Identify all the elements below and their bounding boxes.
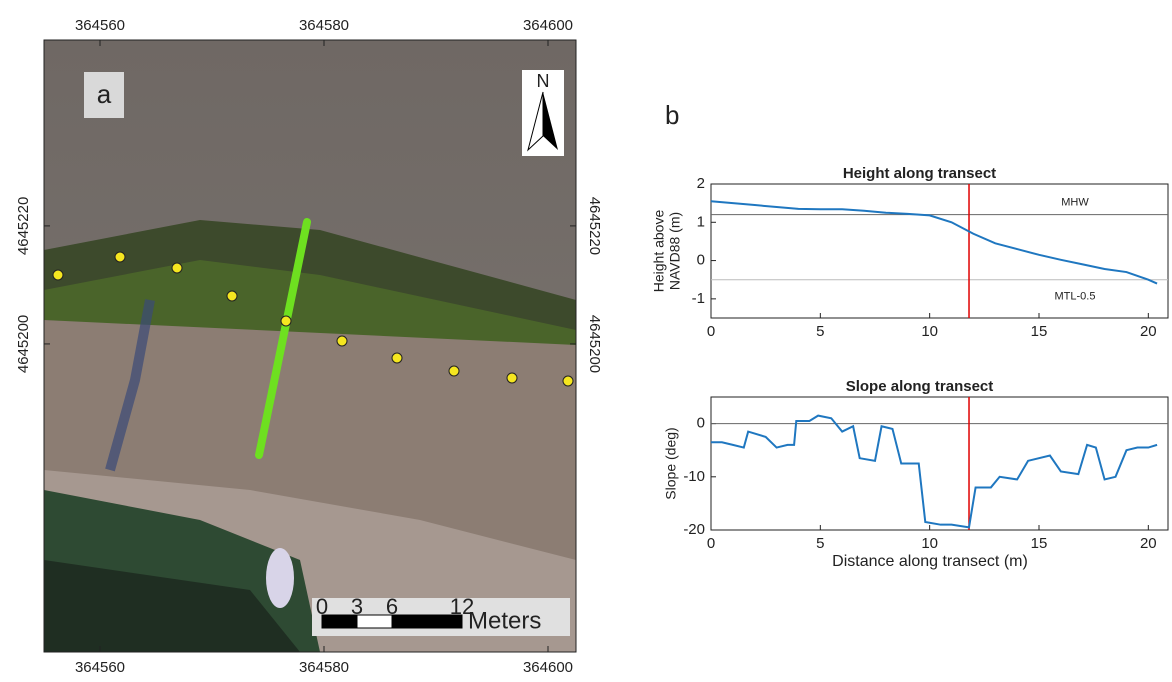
x-tick-label: 20 — [1140, 535, 1157, 552]
x-tick-label: 364580 — [299, 659, 349, 676]
data-line — [711, 414, 1158, 529]
y-tick-label: 0 — [697, 415, 705, 432]
x-tick-label: 364560 — [75, 659, 125, 676]
reference-label: MHW — [1061, 197, 1089, 209]
data-line — [710, 200, 1158, 285]
x-tick-label: 15 — [1031, 535, 1048, 552]
x-tick-label: 10 — [921, 535, 938, 552]
x-tick-label: 20 — [1140, 323, 1157, 340]
y-tick-label: -1 — [692, 290, 705, 307]
x-tick-label: 5 — [816, 323, 824, 340]
map-label-box — [84, 72, 124, 118]
scale-segment — [391, 614, 463, 629]
north-arrow — [543, 92, 558, 150]
scale-label: 0 — [316, 594, 328, 619]
plot-area — [710, 183, 1169, 319]
x-tick-label: 364560 — [75, 17, 125, 34]
map-image — [44, 40, 576, 652]
scale-label: 12 — [450, 594, 474, 619]
x-axis-label: Distance along transect (m) — [832, 553, 1028, 570]
y-tick-label: 4645220 — [15, 197, 32, 255]
y-tick-label: 4645200 — [15, 315, 32, 373]
x-tick-label: 10 — [921, 323, 938, 340]
y-tick-label: 0 — [697, 252, 705, 269]
x-tick-label: 364580 — [299, 17, 349, 34]
y-axis-label: NAVD88 (m) — [667, 212, 683, 290]
y-tick-label: 1 — [697, 213, 705, 230]
scale-unit: Meters — [468, 607, 541, 634]
x-tick-label: 0 — [707, 535, 715, 552]
scale-label: 3 — [351, 594, 363, 619]
x-tick-label: 5 — [816, 535, 824, 552]
y-axis-label: Slope (deg) — [663, 427, 679, 499]
reference-label: MTL-0.5 — [1055, 291, 1096, 303]
x-tick-label: 15 — [1031, 323, 1048, 340]
y-tick-label: -10 — [683, 468, 705, 485]
north-label: N — [537, 71, 550, 91]
map-frame — [43, 39, 577, 653]
x-tick-label: 364600 — [523, 659, 573, 676]
y-axis-label: Height above — [651, 210, 667, 293]
x-tick-label: 364600 — [523, 17, 573, 34]
x-tick-label: 0 — [707, 323, 715, 340]
y-tick-label: 4645200 — [586, 315, 603, 373]
y-tick-label: -20 — [683, 521, 705, 538]
panel-label: b — [665, 100, 679, 130]
chart-title: Slope along transect — [846, 378, 994, 395]
plot-area — [710, 396, 1169, 531]
y-tick-label: 2 — [697, 175, 705, 192]
y-tick-label: 4645220 — [586, 197, 603, 255]
panel-label: a — [97, 79, 112, 109]
chart-title: Height along transect — [843, 165, 996, 182]
scale-label: 6 — [386, 594, 398, 619]
